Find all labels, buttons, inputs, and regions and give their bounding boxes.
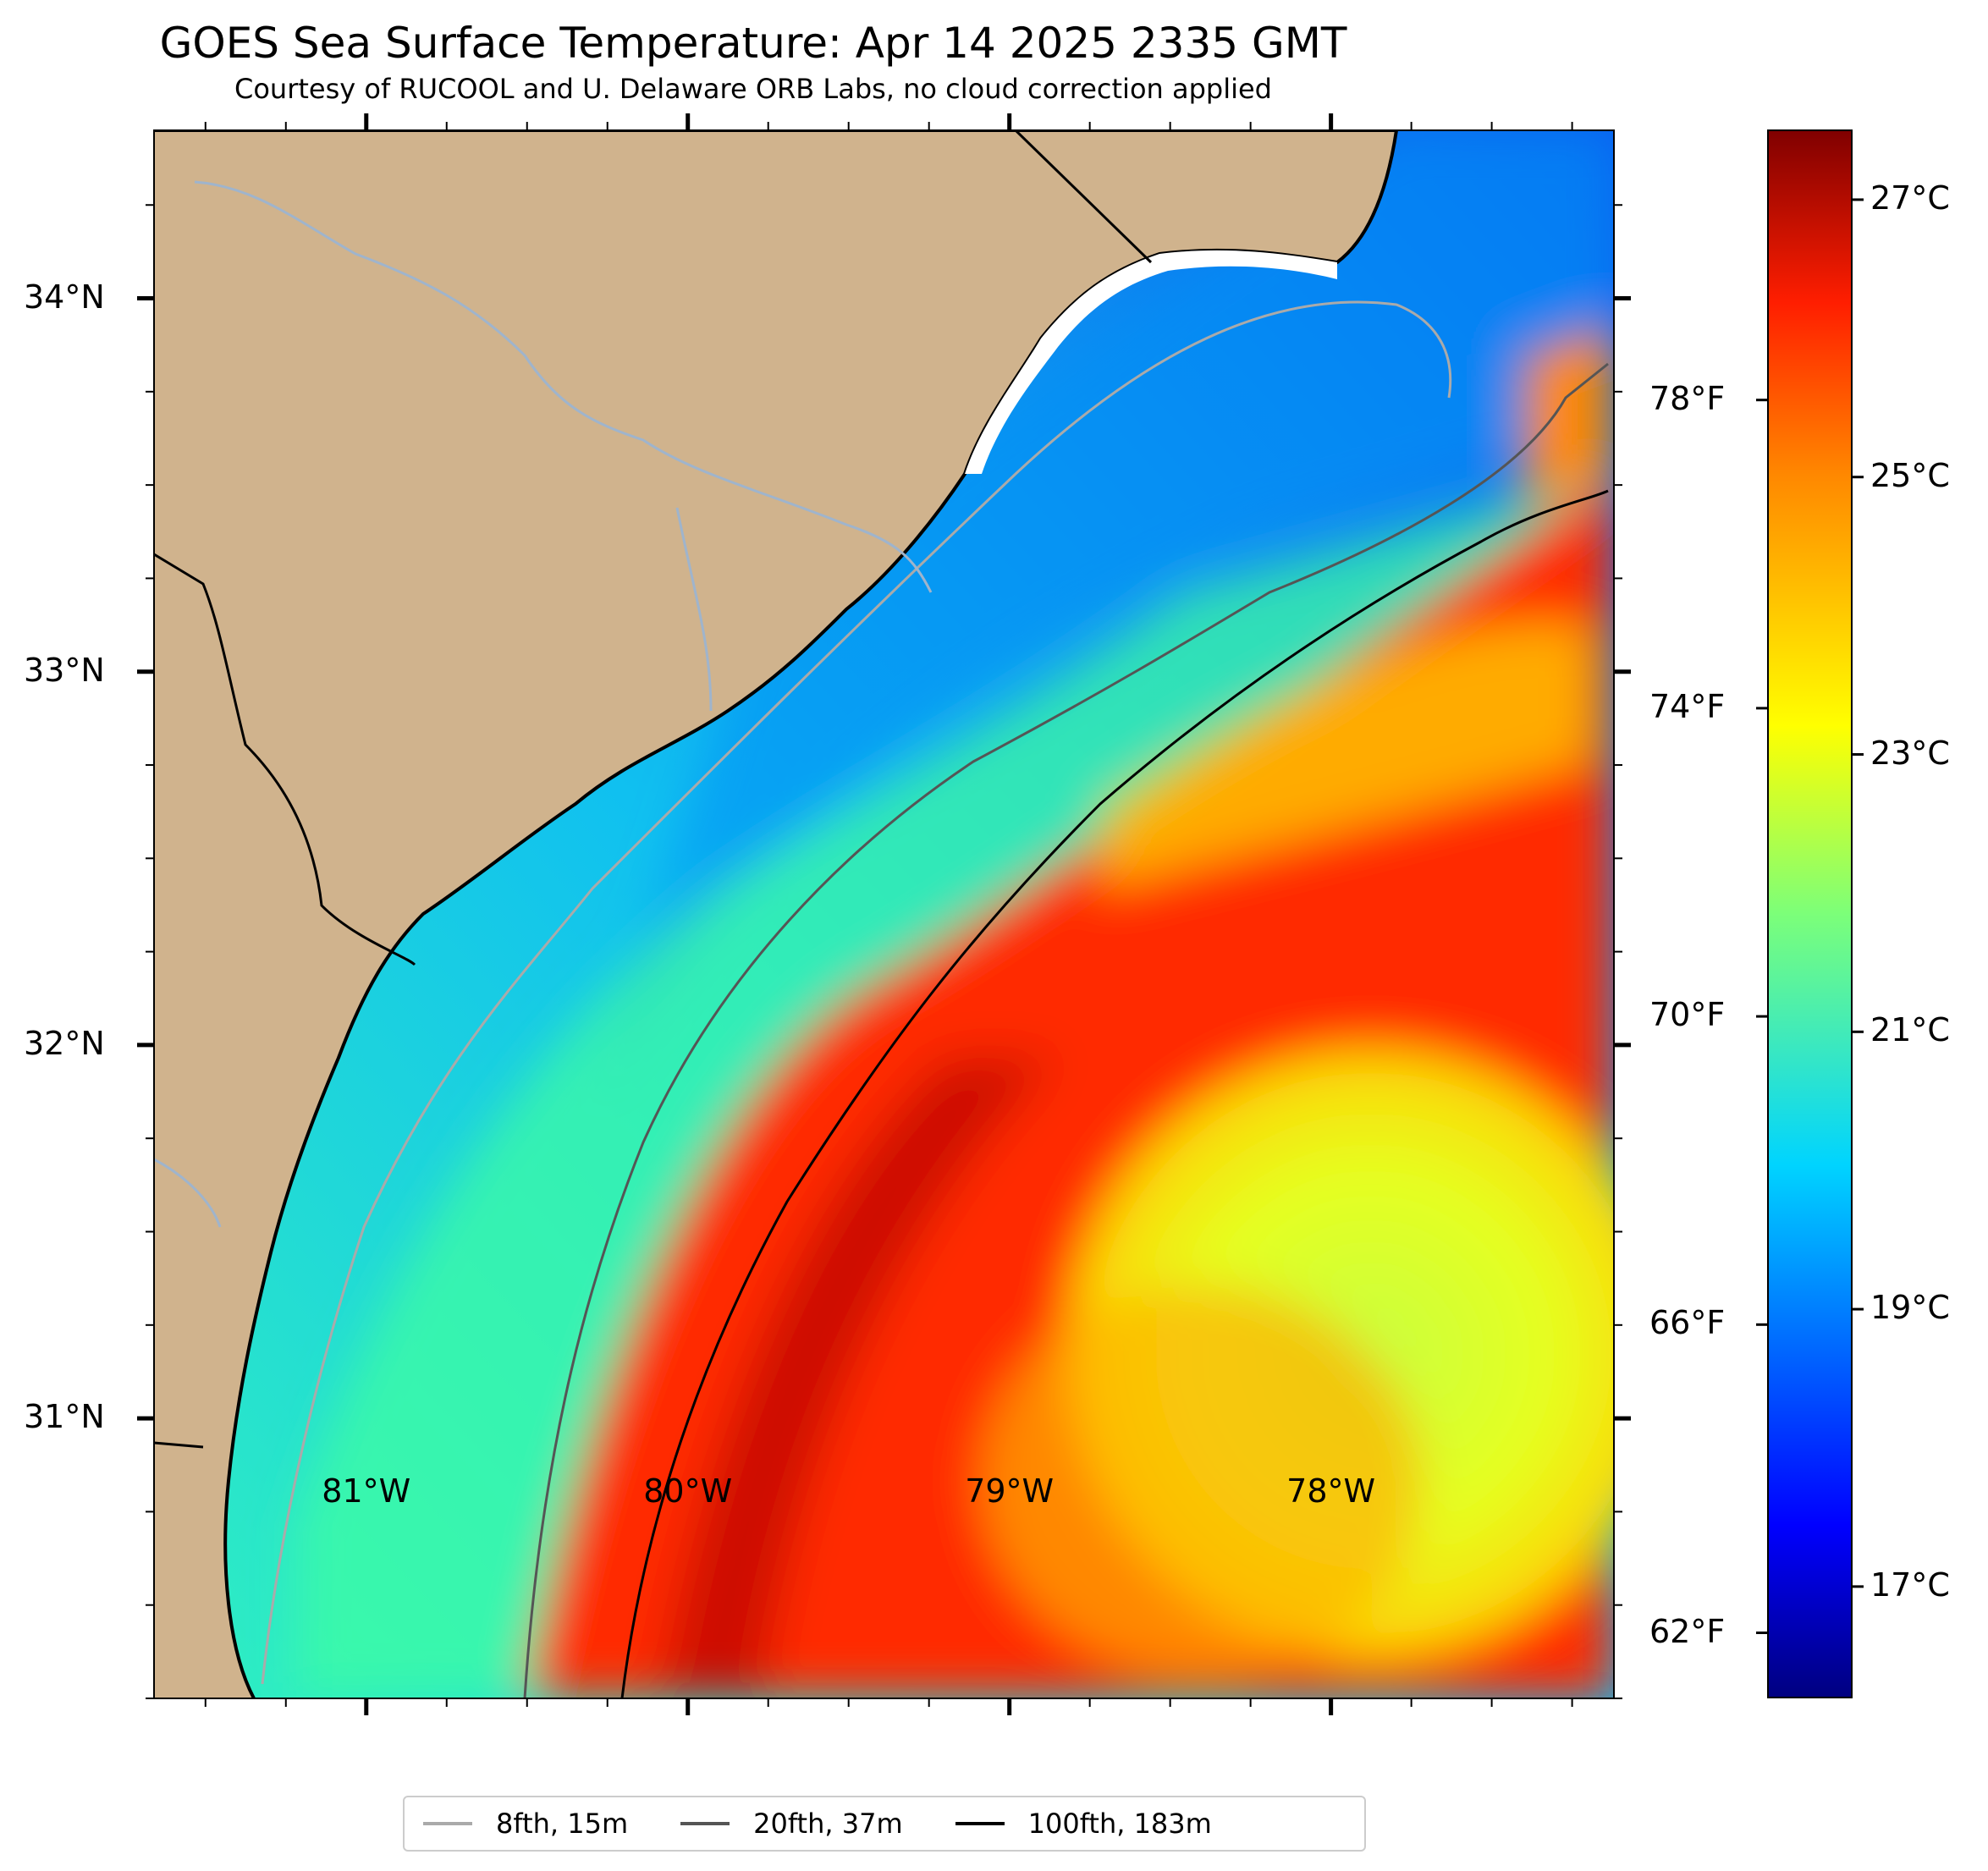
legend-swatch-8fth — [423, 1822, 472, 1825]
celsius-tick-label: 17°C — [1870, 1566, 1950, 1604]
isobath-100fth — [620, 489, 1609, 1698]
axis-ticks — [137, 113, 1631, 1715]
celsius-tick-label: 27°C — [1870, 179, 1950, 217]
map-title: GOES Sea Surface Temperature: Apr 14 202… — [159, 19, 1347, 68]
lat-tick-label: 32°N — [24, 1024, 105, 1062]
fahrenheit-tick-label: 70°F — [1649, 996, 1726, 1034]
legend-label-20fth: 20fth, 37m — [753, 1808, 903, 1840]
river — [194, 180, 933, 593]
legend-swatch-20fth — [680, 1822, 730, 1825]
map-frame — [153, 129, 1615, 1699]
lat-tick-label: 33°N — [24, 651, 105, 689]
legend-item-8fth: 8fth, 15m — [423, 1808, 628, 1840]
fahrenheit-tick-label: 78°F — [1649, 379, 1726, 417]
fahrenheit-tick-label: 74°F — [1649, 687, 1726, 725]
legend: 8fth, 15m 20fth, 37m 100fth, 183m — [403, 1796, 1366, 1852]
fahrenheit-tick-label: 62°F — [1649, 1612, 1726, 1650]
colorbar-ticks — [1756, 198, 1864, 1635]
legend-label-8fth: 8fth, 15m — [496, 1808, 629, 1840]
celsius-tick-label: 23°C — [1870, 734, 1950, 772]
fahrenheit-tick-label: 66°F — [1649, 1304, 1726, 1342]
legend-label-100fth: 100fth, 183m — [1027, 1808, 1212, 1840]
land-area — [154, 130, 1396, 1698]
celsius-tick-label: 21°C — [1870, 1011, 1950, 1049]
colorbar — [1767, 129, 1853, 1698]
lon-tick-label: 78°W — [1286, 1472, 1376, 1510]
map-subtitle: Courtesy of RUCOOL and U. Delaware ORB L… — [234, 73, 1272, 105]
isobath-20fth — [523, 362, 1609, 1698]
state-border — [154, 553, 416, 966]
legend-item-20fth: 20fth, 37m — [680, 1808, 903, 1840]
lon-tick-label: 79°W — [965, 1472, 1055, 1510]
state-border — [1014, 130, 1153, 264]
lon-tick-label: 81°W — [322, 1472, 411, 1510]
lat-tick-label: 34°N — [24, 278, 105, 316]
isobath-8fth — [261, 300, 1452, 1685]
lon-tick-label: 80°W — [643, 1472, 733, 1510]
celsius-tick-label: 25°C — [1870, 456, 1950, 494]
state-border — [154, 1441, 204, 1449]
legend-swatch-100fth — [955, 1822, 1005, 1825]
coastline — [154, 130, 1399, 1698]
river — [154, 1158, 222, 1228]
celsius-tick-label: 19°C — [1870, 1289, 1950, 1327]
legend-item-100fth: 100fth, 183m — [955, 1808, 1212, 1840]
lat-tick-label: 31°N — [24, 1398, 105, 1436]
river — [675, 507, 713, 712]
